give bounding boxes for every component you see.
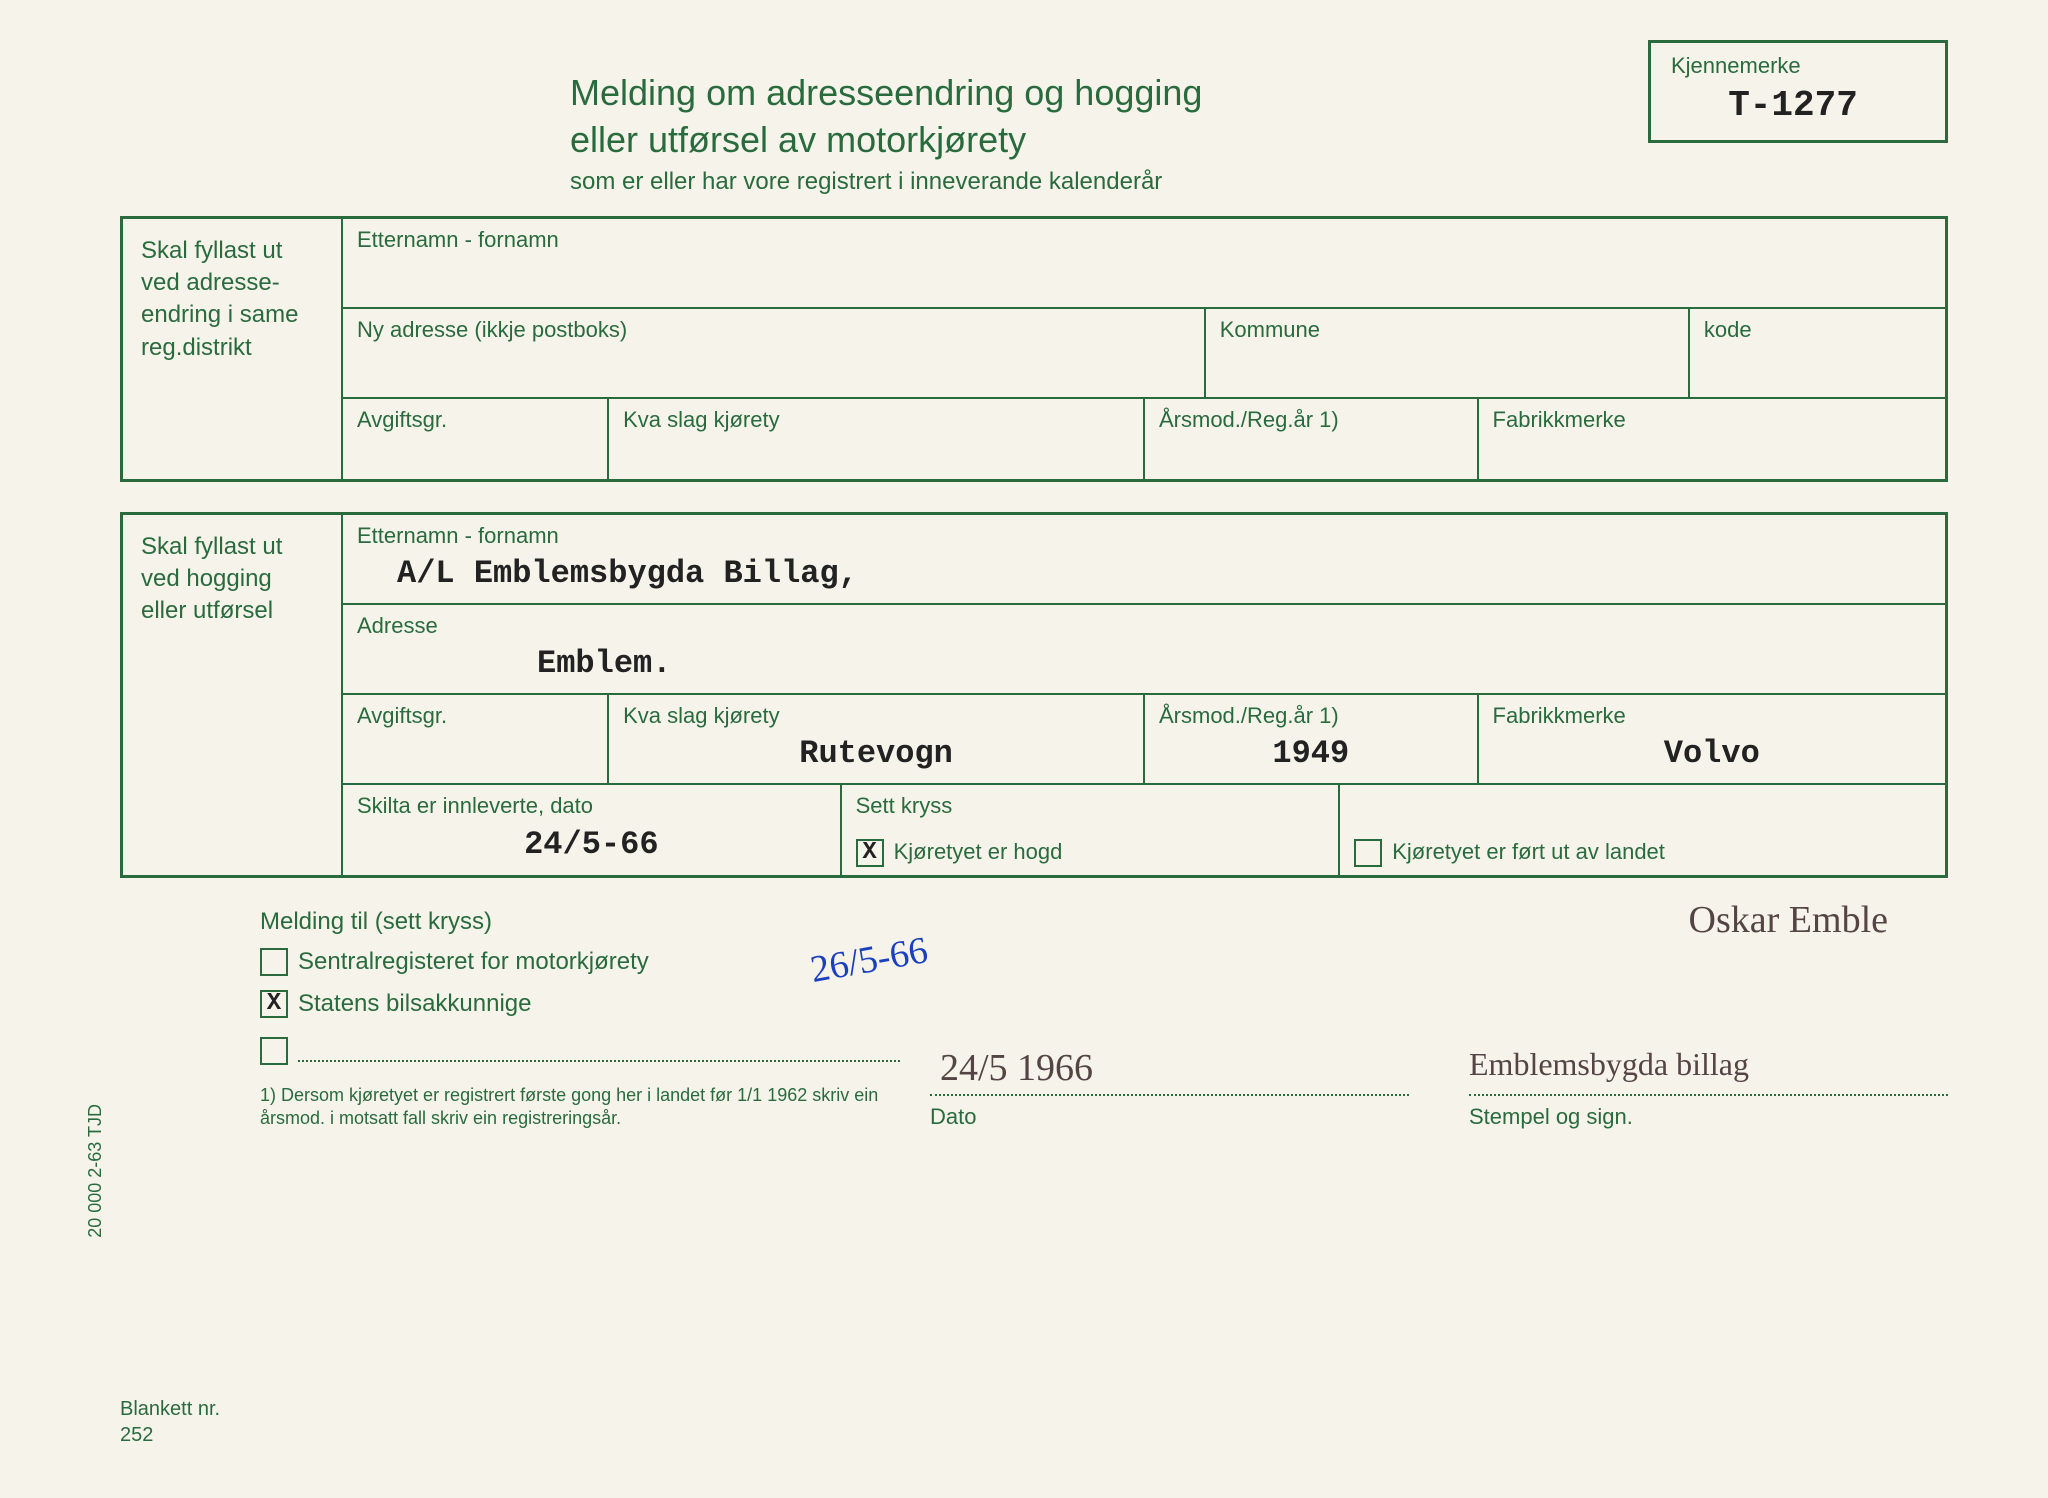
section-address-change: Skal fyllast ut ved adresse-endring i sa… [120,216,1948,482]
blankett-nr: Blankett nr. 252 [120,1396,220,1448]
title-line2: eller utførsel av motorkjørety [570,117,1608,164]
label-adresse2: Adresse [357,613,1931,639]
label-sett-kryss: Sett kryss [856,793,1325,819]
value-fabrikk2: Volvo [1493,731,1931,777]
melding-til-block: Melding til (sett kryss) Sentralregister… [260,908,900,1131]
section1-side: Skal fyllast ut ved adresse-endring i sa… [123,219,343,479]
label-kva-slag: Kva slag kjørety [623,407,1129,433]
dato-label: Dato [930,1104,1409,1130]
label-avgiftsgr2: Avgiftsgr. [357,703,593,729]
value-arsmod2: 1949 [1159,731,1463,777]
print-code: 20 000 2-63 TJD [85,1104,106,1238]
label-hogd: Kjøretyet er hogd [894,839,1063,865]
stempel-label: Stempel og sign. [1469,1104,1948,1130]
kjennemerke-box: Kjennemerke T-1277 [1648,40,1948,143]
checkbox-blank[interactable] [260,1037,288,1065]
form-page: Melding om adresseendring og hogging ell… [0,0,2048,1498]
melding-til-label: Melding til (sett kryss) [260,908,900,936]
label-kommune: Kommune [1220,317,1674,343]
label-statens: Statens bilsakkunnige [298,990,531,1018]
label-arsmod: Årsmod./Reg.år 1) [1159,407,1463,433]
checkbox-statens[interactable]: X [260,990,288,1018]
checkbox-utland[interactable] [1354,839,1382,867]
header: Melding om adresseendring og hogging ell… [120,70,1948,196]
value-skilta: 24/5-66 [357,821,826,869]
label-etternamn: Etternamn - fornamn [357,227,1931,253]
label-fabrikk2: Fabrikkmerke [1493,703,1931,729]
handwritten-sign1: Oskar Emble [1689,898,1888,942]
checkbox-hogd[interactable]: X [856,839,884,867]
bottom-section: Melding til (sett kryss) Sentralregister… [120,908,1948,1131]
handwritten-dato: 24/5 1966 [940,1046,1093,1090]
label-ny-adresse: Ny adresse (ikkje postboks) [357,317,1190,343]
signature-area: Oskar Emble 26/5-66 24/5 1966 Dato Emble… [930,908,1948,1131]
title-block: Melding om adresseendring og hogging ell… [570,70,1608,196]
footnote: 1) Dersom kjøretyet er registrert første… [260,1084,900,1131]
handwritten-sign2: Emblemsbygda billag [1469,1046,1749,1083]
checkbox-sentral[interactable] [260,948,288,976]
kjennemerke-value: T-1277 [1671,85,1915,126]
kjennemerke-label: Kjennemerke [1671,53,1915,79]
section-hogging: Skal fyllast ut ved hogging eller utførs… [120,512,1948,878]
label-sentral: Sentralregisteret for motorkjørety [298,948,649,976]
value-etternamn2: A/L Emblemsbygda Billag, [357,551,1931,597]
label-arsmod2: Årsmod./Reg.år 1) [1159,703,1463,729]
section2-side: Skal fyllast ut ved hogging eller utførs… [123,515,343,875]
label-avgiftsgr: Avgiftsgr. [357,407,593,433]
subtitle: som er eller har vore registrert i innev… [570,168,1608,196]
label-skilta: Skilta er innleverte, dato [357,793,826,819]
label-etternamn2: Etternamn - fornamn [357,523,1931,549]
value-adresse2: Emblem. [357,641,1931,687]
label-kode: kode [1704,317,1931,343]
title-line1: Melding om adresseendring og hogging [570,70,1608,117]
label-fabrikk: Fabrikkmerke [1493,407,1931,433]
section1-body: Etternamn - fornamn Ny adresse (ikkje po… [343,219,1945,479]
label-kva-slag2: Kva slag kjørety [623,703,1129,729]
label-utland: Kjøretyet er ført ut av landet [1392,839,1665,865]
value-kva-slag2: Rutevogn [623,731,1129,777]
section2-body: Etternamn - fornamn A/L Emblemsbygda Bil… [343,515,1945,875]
